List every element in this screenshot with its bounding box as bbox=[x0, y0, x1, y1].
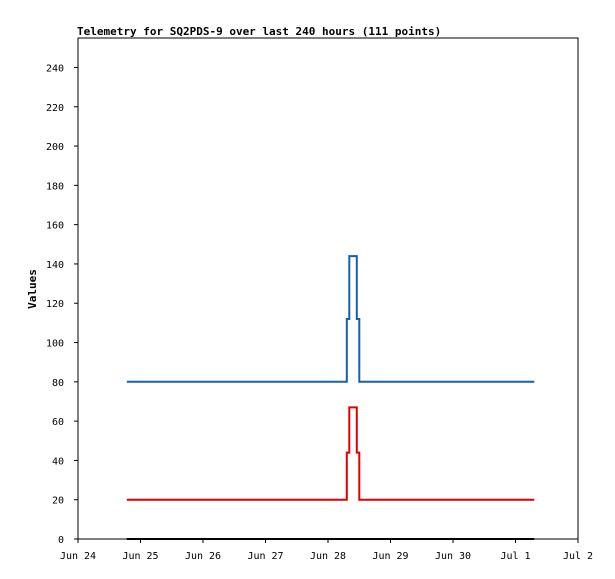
y-tick-label: 0 bbox=[58, 535, 64, 546]
y-tick-label: 40 bbox=[52, 456, 64, 467]
plot-frame bbox=[77, 37, 579, 540]
x-tick-label: Jun 28 bbox=[310, 551, 346, 562]
y-tick-label: 20 bbox=[52, 496, 64, 507]
series-line-1 bbox=[126, 255, 535, 383]
y-tick-label: 100 bbox=[46, 339, 64, 350]
x-tick-label: Jun 25 bbox=[122, 551, 158, 562]
y-tick-label: 240 bbox=[46, 63, 64, 74]
y-tick-label: 220 bbox=[46, 103, 64, 114]
y-tick-label: 60 bbox=[52, 417, 64, 428]
y-tick-label: 200 bbox=[46, 142, 64, 153]
x-tick-label: Jun 26 bbox=[185, 551, 221, 562]
series-line-2 bbox=[126, 406, 535, 501]
x-tick-label: Jun 29 bbox=[372, 551, 408, 562]
axes: 0 20 40 60 80 100 120 140 160 180 200 220 240 Jun 24 J… bbox=[46, 63, 593, 562]
x-tick-label: Jun 30 bbox=[435, 551, 471, 562]
x-tick-label: Jul 2 bbox=[563, 551, 593, 562]
x-tick-label: Jun 24 bbox=[60, 551, 96, 562]
y-tick-label: 180 bbox=[46, 181, 64, 192]
y-tick-label: 160 bbox=[46, 221, 64, 232]
y-tick-label: 120 bbox=[46, 299, 64, 310]
chart-title: Telemetry for SQ2PDS-9 over last 240 hou… bbox=[77, 25, 441, 38]
y-tick-label: 140 bbox=[46, 260, 64, 271]
x-tick-label: Jun 27 bbox=[247, 551, 283, 562]
y-axis-label: Values bbox=[26, 269, 39, 309]
x-tick-label: Jul 1 bbox=[500, 551, 530, 562]
series-group bbox=[126, 255, 535, 540]
y-tick-label: 80 bbox=[52, 378, 64, 389]
